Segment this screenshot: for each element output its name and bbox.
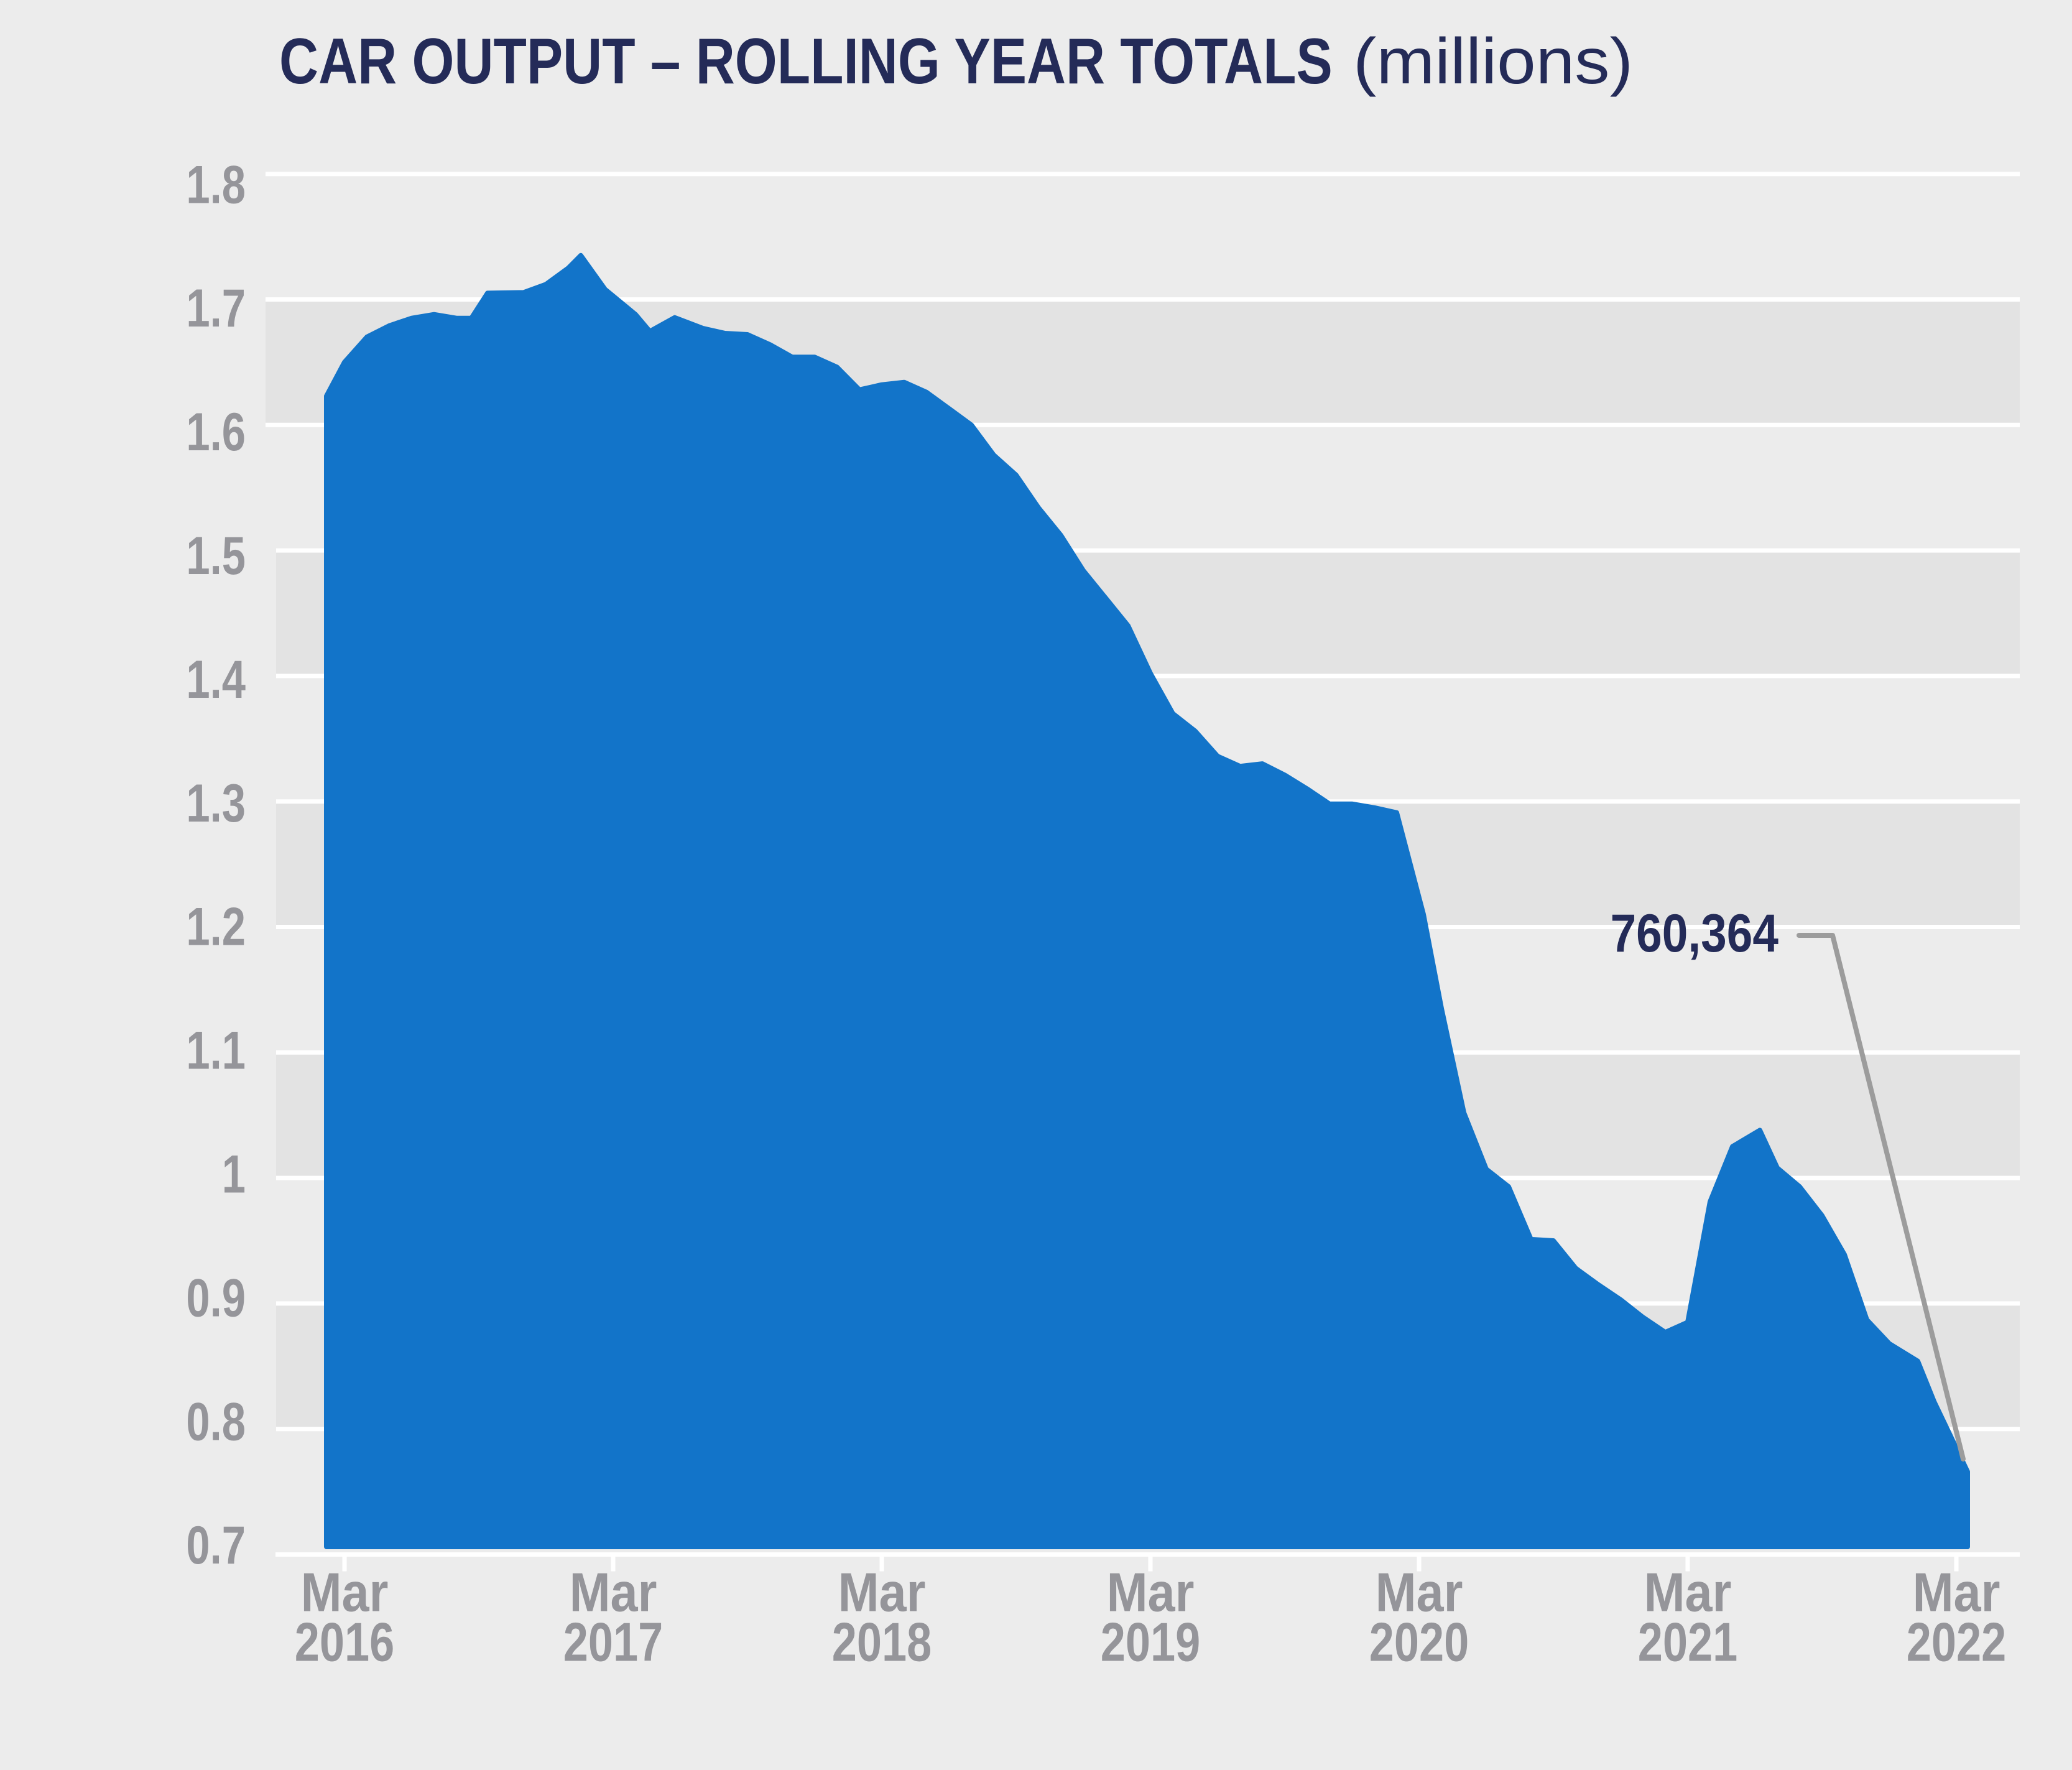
svg-text:Mar: Mar: [1107, 1562, 1195, 1623]
svg-text:2019: 2019: [1101, 1612, 1201, 1673]
svg-text:1.5: 1.5: [186, 526, 246, 586]
svg-text:Mar: Mar: [570, 1562, 657, 1623]
svg-text:Mar: Mar: [1644, 1562, 1732, 1623]
svg-text:2017: 2017: [563, 1612, 664, 1673]
svg-text:0.8: 0.8: [186, 1392, 246, 1452]
svg-text:2022: 2022: [1907, 1612, 2007, 1673]
svg-text:0.7: 0.7: [186, 1516, 246, 1575]
svg-text:CAR OUTPUT – ROLLING YEAR TOTA: CAR OUTPUT – ROLLING YEAR TOTALS: [279, 25, 1333, 98]
svg-text:Mar: Mar: [838, 1562, 926, 1623]
svg-text:1: 1: [222, 1144, 246, 1204]
svg-text:760,364: 760,364: [1611, 904, 1779, 963]
svg-text:Mar: Mar: [1913, 1562, 2000, 1623]
svg-text:Mar: Mar: [1376, 1562, 1463, 1623]
svg-text:1.8: 1.8: [186, 155, 246, 215]
svg-text:2016: 2016: [295, 1612, 395, 1673]
svg-text:Mar: Mar: [301, 1562, 389, 1623]
svg-text:2018: 2018: [832, 1612, 932, 1673]
svg-text:2020: 2020: [1369, 1612, 1469, 1673]
svg-text:1.2: 1.2: [186, 897, 246, 957]
svg-text:1.1: 1.1: [186, 1021, 246, 1080]
svg-text:1.4: 1.4: [186, 650, 246, 710]
svg-text:1.3: 1.3: [186, 773, 246, 833]
svg-text:1.7: 1.7: [186, 279, 246, 338]
svg-text:2021: 2021: [1638, 1612, 1738, 1673]
svg-text:(millions): (millions): [1353, 25, 1633, 97]
svg-text:0.9: 0.9: [186, 1268, 246, 1328]
svg-text:1.6: 1.6: [186, 402, 246, 462]
